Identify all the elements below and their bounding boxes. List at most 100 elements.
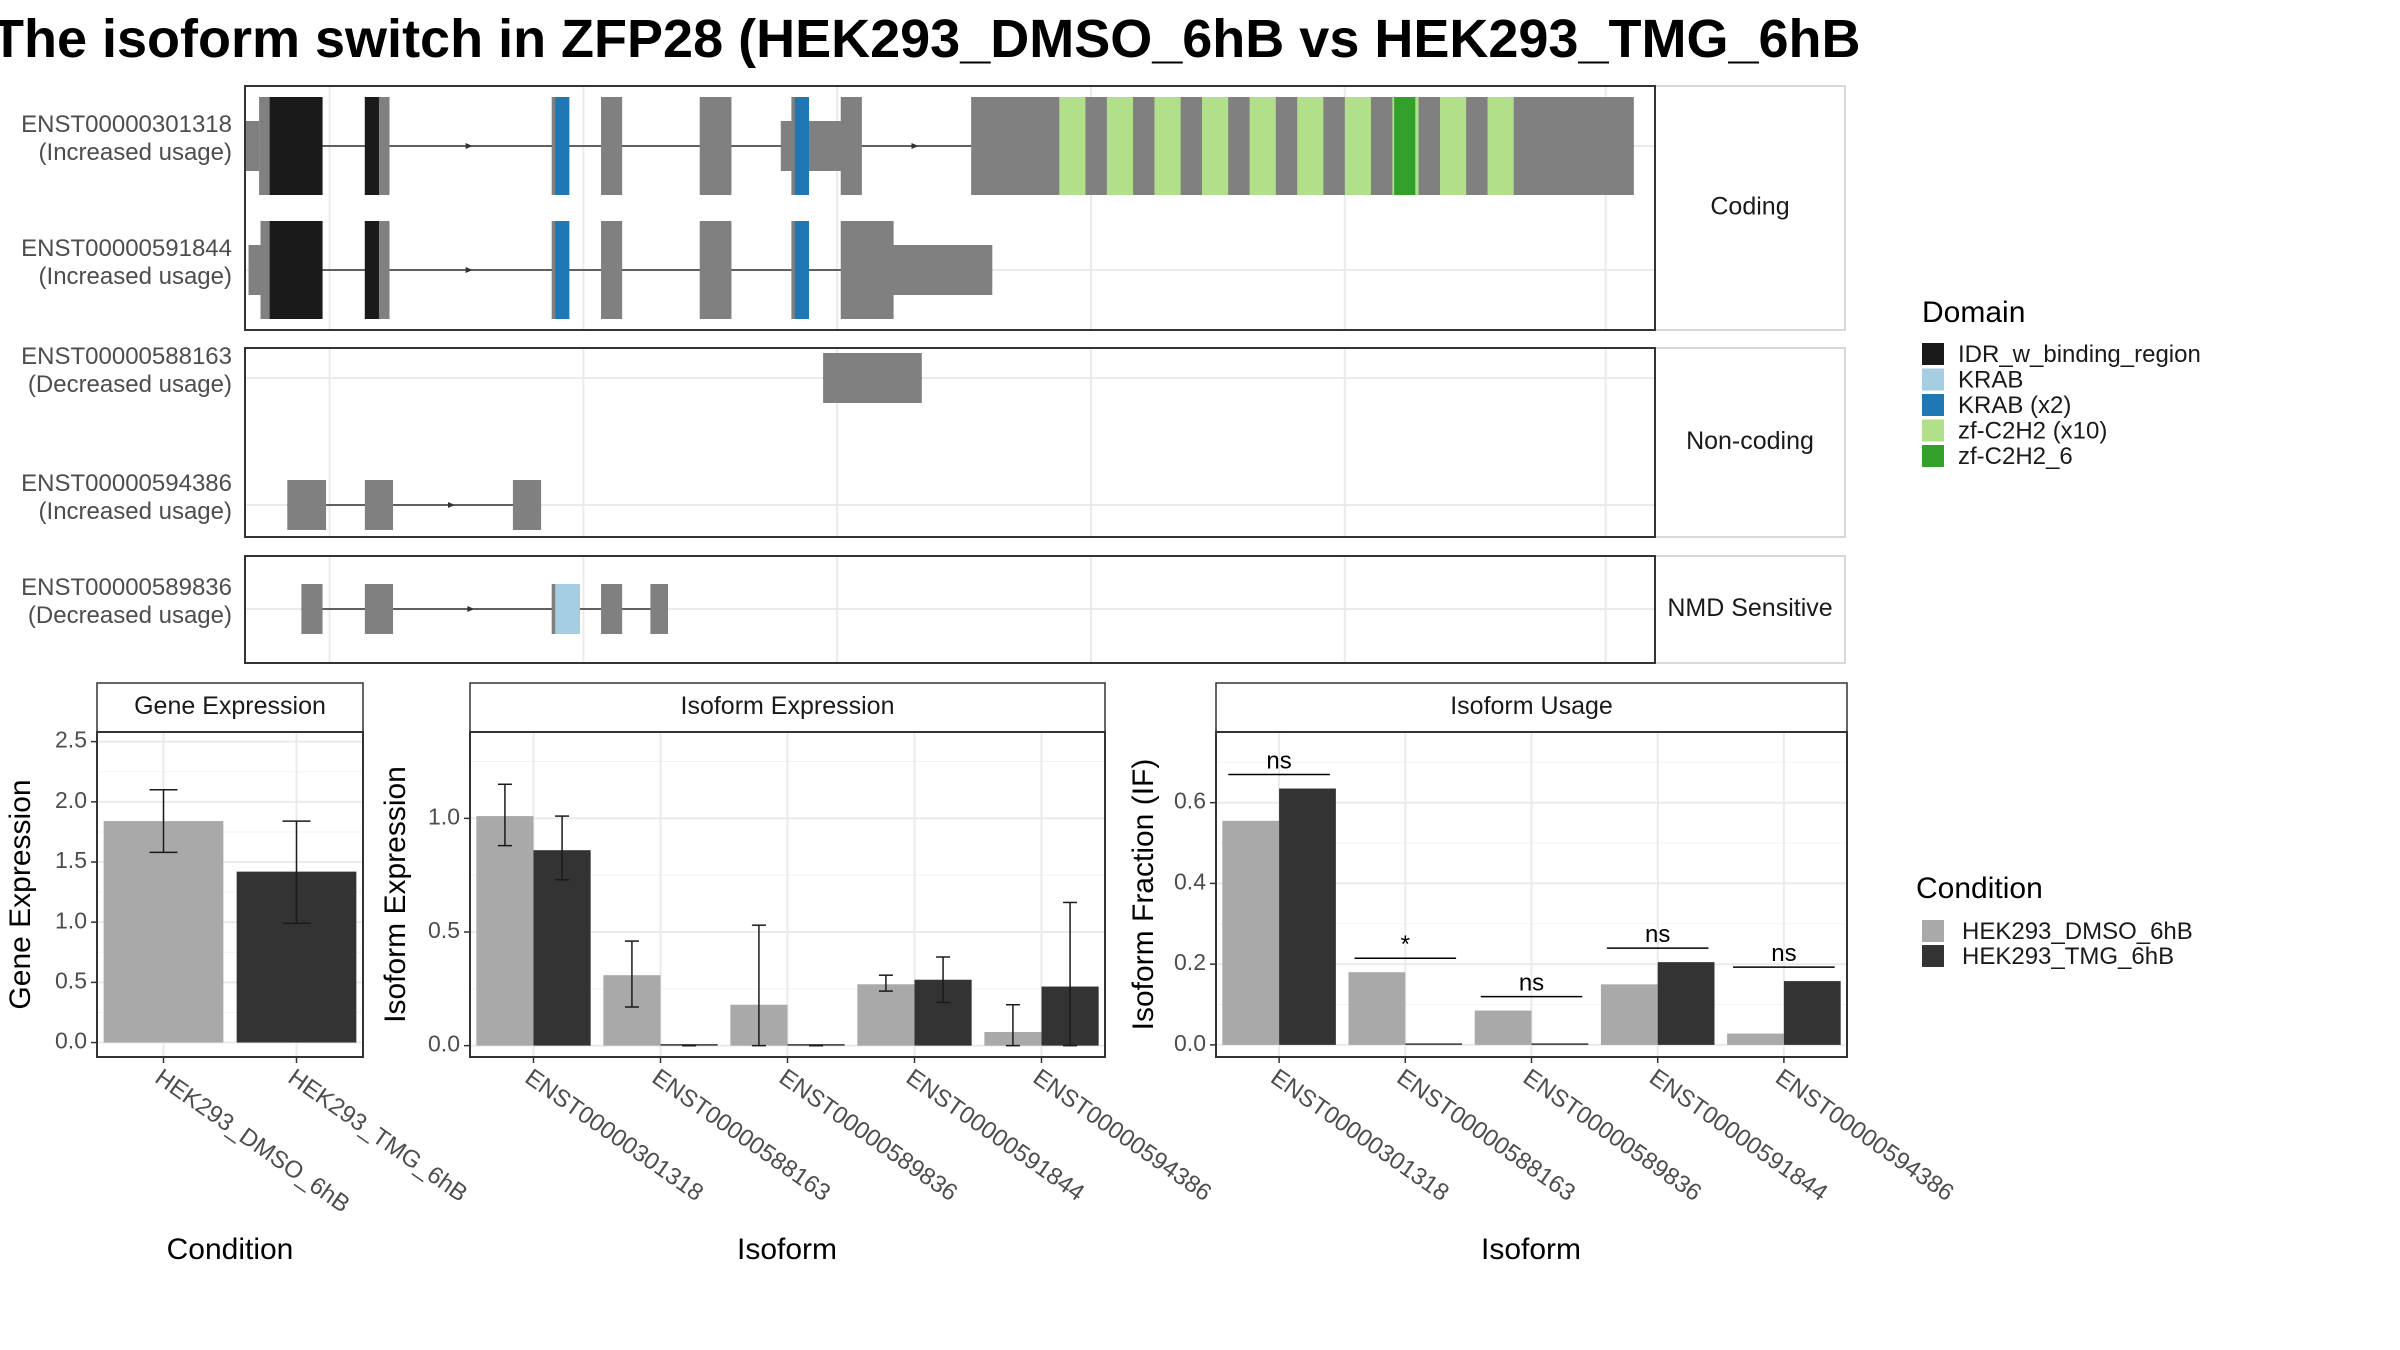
transcript-usage-label: (Increased usage) (39, 139, 232, 166)
intron-arrow (447, 502, 455, 508)
legend-swatch (1922, 920, 1944, 942)
figure-title: The isoform switch in ZFP28 (HEK293_DMSO… (0, 9, 1861, 69)
domain-idr-w-binding-region (364, 221, 379, 319)
utr-exon (364, 480, 394, 530)
y-axis-title: Gene Expression (4, 779, 37, 1009)
panel-title: Isoform Expression (681, 692, 895, 720)
transcript-id-label: ENST00000588163 (21, 343, 232, 370)
significance-label: ns (1519, 970, 1544, 997)
utr-exon (512, 480, 542, 530)
utr-exon (248, 245, 261, 295)
structure-panel-border (244, 555, 1656, 664)
domain-idr-w-binding-region (269, 221, 323, 319)
significance-label: ns (1266, 748, 1291, 775)
y-tick-label: 1.0 (428, 803, 460, 829)
facet-strip (1654, 555, 1846, 664)
y-tick-label: 0.0 (55, 1028, 87, 1054)
bar (1279, 788, 1336, 1045)
utr-exon (245, 121, 260, 171)
intron-arrow (465, 267, 473, 273)
domain-krab-x2- (555, 221, 570, 319)
structure-panel-border (244, 85, 1656, 331)
intron-arrow (911, 143, 919, 149)
legend-swatch (1922, 419, 1944, 442)
bar (1727, 1033, 1784, 1045)
domain-legend-label: KRAB (x2) (1958, 392, 2071, 419)
transcript-id-label: ENST00000591844 (21, 235, 232, 262)
cds-exon (840, 221, 894, 319)
domain-zf-c2h2 (1154, 97, 1181, 195)
domain-zf-c2h2-6 (1394, 97, 1416, 195)
domain-legend-label: zf-C2H2 (x10) (1958, 418, 2107, 445)
transcript-usage-label: (Increased usage) (39, 263, 232, 290)
bar (857, 984, 915, 1046)
transcript-id-label: ENST00000301318 (21, 111, 232, 138)
y-tick-label: 0.0 (1174, 1030, 1206, 1056)
domain-zf-c2h2 (1439, 97, 1467, 195)
facet-strip (1654, 85, 1846, 331)
y-tick-label: 1.5 (55, 847, 87, 873)
domain-zf-c2h2 (1249, 97, 1276, 195)
bar (1600, 984, 1658, 1045)
significance-label: ns (1645, 921, 1670, 948)
domain-krab-x2- (794, 221, 809, 319)
bar (1474, 1010, 1532, 1045)
legend-swatch (1922, 445, 1944, 467)
legend-swatch (1922, 945, 1944, 967)
panel-strip (469, 682, 1106, 733)
panel-title: Isoform Usage (1450, 692, 1613, 720)
cds-exon (699, 221, 732, 319)
bar (1531, 1043, 1589, 1045)
bar (1657, 962, 1715, 1045)
cds-exon (364, 584, 394, 634)
panel-border (96, 731, 364, 1058)
bar (1405, 1043, 1463, 1045)
bar (476, 816, 534, 1046)
domain-idr-w-binding-region (269, 97, 323, 195)
domain-legend-label: KRAB (1958, 367, 2023, 394)
facet-strip-label: Non-coding (1686, 427, 1814, 455)
bar (1222, 820, 1280, 1045)
intron-arrow (467, 606, 475, 612)
legend-swatch (1922, 343, 1944, 365)
y-tick-label: 2.0 (55, 787, 87, 813)
panel-strip (1215, 682, 1848, 733)
domain-krab (555, 584, 580, 634)
domain-zf-c2h2 (1106, 97, 1134, 195)
condition-legend-label: HEK293_TMG_6hB (1962, 943, 2174, 970)
intron-arrow (465, 143, 473, 149)
y-tick-label: 0.2 (1174, 949, 1206, 975)
transcript-usage-label: (Decreased usage) (28, 371, 232, 398)
transcript-id-label: ENST00000589836 (21, 574, 232, 601)
facet-strip-label: Coding (1710, 193, 1789, 221)
transcript-usage-label: (Decreased usage) (28, 602, 232, 629)
y-tick-label: 0.4 (1174, 868, 1206, 894)
utr-exon (287, 480, 327, 530)
y-axis-title: Isoform Fraction (IF) (1127, 759, 1160, 1031)
y-tick-label: 2.5 (55, 727, 87, 753)
domain-zf-c2h2 (1059, 97, 1086, 195)
panel-title: Gene Expression (134, 692, 326, 720)
domain-krab-x2- (555, 97, 570, 195)
x-axis-title: Isoform (1481, 1233, 1581, 1266)
bar (1783, 981, 1841, 1045)
bar (533, 850, 591, 1046)
legend-swatch (1922, 394, 1944, 416)
cds-exon (699, 97, 732, 195)
x-axis-title: Condition (167, 1233, 294, 1266)
domain-zf-c2h2 (1487, 97, 1514, 195)
x-axis-title: Isoform (737, 1233, 837, 1266)
domain-legend-label: IDR_w_binding_region (1958, 341, 2201, 368)
cds-exon (650, 584, 668, 634)
transcript-id-label: ENST00000594386 (21, 470, 232, 497)
utr-exon (301, 584, 323, 634)
significance-label: ns (1771, 940, 1796, 967)
domain-idr-w-binding-region (364, 97, 379, 195)
cds-exon (840, 97, 862, 195)
cds-exon (601, 97, 623, 195)
y-tick-label: 1.0 (55, 907, 87, 933)
y-tick-label: 0.5 (55, 967, 87, 993)
bar (1348, 972, 1406, 1045)
transcript-usage-label: (Increased usage) (39, 498, 232, 525)
significance-label: * (1401, 931, 1410, 958)
